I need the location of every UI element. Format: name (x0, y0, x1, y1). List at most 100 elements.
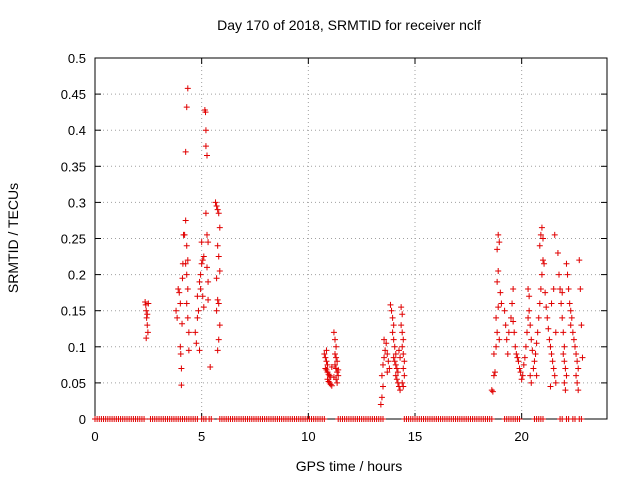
data-point (327, 381, 334, 388)
data-point (388, 307, 395, 314)
data-point (533, 340, 540, 347)
data-point (528, 379, 535, 386)
data-point (322, 354, 329, 361)
data-point (200, 304, 207, 311)
data-point (495, 267, 502, 274)
data-point (196, 347, 203, 354)
data-point (488, 387, 495, 394)
data-point (381, 354, 388, 361)
data-point (493, 314, 500, 321)
data-point (398, 304, 405, 311)
data-point (570, 336, 577, 343)
data-point (215, 210, 222, 217)
data-point (380, 383, 386, 390)
data-point (207, 364, 214, 371)
data-point (529, 347, 536, 354)
data-point (502, 322, 509, 329)
data-point (573, 372, 580, 379)
y-tick-label: 0.5 (68, 51, 86, 66)
data-point (199, 293, 206, 300)
y-tick-label: 0.4 (68, 123, 86, 138)
data-point (494, 329, 501, 336)
data-point (574, 379, 581, 386)
data-point (332, 336, 338, 343)
data-point (526, 307, 533, 314)
data-point (577, 286, 584, 293)
data-point (394, 369, 401, 376)
data-point (389, 314, 396, 321)
data-point (554, 249, 561, 256)
zero-data-point (516, 416, 523, 422)
data-point (393, 365, 400, 372)
y-axis-label: SRMTID / TECUs (5, 183, 21, 293)
zero-data-point (488, 416, 495, 422)
data-point (501, 307, 508, 314)
zero-data-point (321, 416, 328, 422)
data-point (530, 365, 537, 372)
data-point (205, 239, 212, 246)
data-point (495, 231, 502, 238)
data-point (550, 365, 557, 372)
data-point (489, 388, 496, 395)
data-point (494, 278, 501, 285)
data-point (182, 148, 189, 155)
data-point (145, 300, 152, 307)
data-markers (92, 85, 586, 422)
data-point (505, 329, 512, 336)
data-point (493, 343, 500, 350)
data-point (215, 253, 222, 260)
data-point (184, 85, 191, 92)
data-point (389, 329, 396, 336)
data-point (144, 329, 151, 336)
data-point (561, 379, 568, 386)
data-point (193, 340, 200, 347)
data-point (563, 260, 570, 267)
data-point (559, 289, 566, 296)
data-point (378, 372, 385, 379)
data-point (514, 354, 521, 361)
data-point (494, 246, 501, 253)
data-point (545, 325, 552, 332)
data-point (522, 343, 529, 350)
data-point (547, 343, 554, 350)
data-point (568, 314, 575, 321)
data-point (566, 300, 573, 307)
data-point (322, 365, 329, 372)
x-tick-label: 10 (301, 429, 315, 444)
data-point (323, 358, 330, 365)
data-point (383, 340, 390, 347)
data-point (575, 365, 582, 372)
x-tick-label: 5 (198, 429, 205, 444)
y-tick-label: 0.45 (61, 87, 86, 102)
data-point (537, 286, 544, 293)
data-point (574, 358, 581, 365)
data-point (558, 300, 565, 307)
data-point (541, 260, 548, 267)
data-point (202, 109, 209, 116)
data-point (175, 286, 182, 293)
data-point (540, 235, 546, 242)
data-point (142, 299, 149, 306)
data-point (503, 336, 510, 343)
chart-title: Day 170 of 2018, SRMTID for receiver ncl… (217, 17, 481, 33)
data-point (565, 286, 572, 293)
data-point (184, 286, 191, 293)
data-point (390, 354, 397, 361)
data-point (385, 358, 392, 365)
data-point (183, 300, 190, 307)
data-point (538, 271, 545, 278)
y-tick-label: 0.15 (61, 304, 86, 319)
data-point (204, 152, 210, 159)
data-point (213, 203, 220, 210)
data-point (216, 267, 223, 274)
data-point (526, 293, 533, 300)
data-point (381, 336, 388, 343)
data-point (401, 372, 408, 379)
data-point (216, 322, 223, 329)
data-point (177, 300, 184, 307)
data-point (562, 365, 569, 372)
data-point (386, 365, 393, 372)
data-point (549, 358, 556, 365)
data-point (552, 329, 559, 336)
data-point (561, 358, 568, 365)
